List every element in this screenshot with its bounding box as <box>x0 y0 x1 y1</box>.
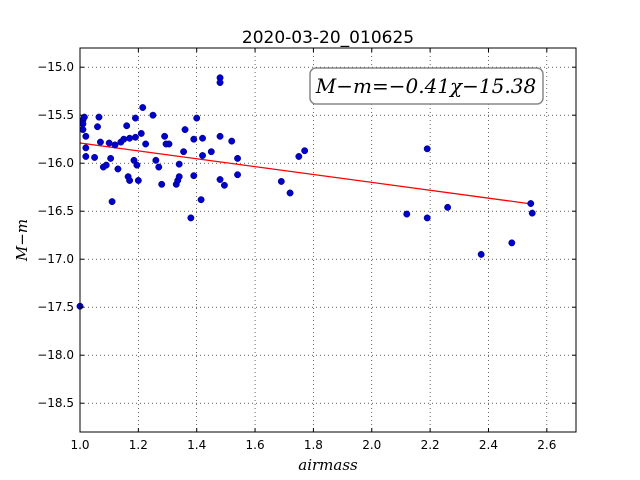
x-tick-label: 1.6 <box>246 438 265 452</box>
data-point <box>123 122 131 130</box>
data-point <box>108 198 116 206</box>
data-point <box>175 173 183 181</box>
data-point <box>107 154 115 162</box>
data-point <box>94 123 101 131</box>
fit-equation: M−m=−0.41χ−15.38 <box>315 74 536 98</box>
data-point <box>277 177 285 185</box>
data-point <box>286 189 294 197</box>
x-tick-label: 1.4 <box>187 438 206 452</box>
data-point <box>95 113 103 121</box>
equation-box <box>309 67 544 105</box>
data-point <box>126 134 134 142</box>
y-tick-label: −18.5 <box>37 396 74 410</box>
data-point <box>181 126 189 134</box>
data-point <box>527 200 535 207</box>
data-point <box>133 161 141 169</box>
data-point <box>199 152 206 159</box>
data-point <box>131 133 139 141</box>
data-point <box>216 79 224 87</box>
data-point <box>161 132 169 140</box>
data-point <box>165 140 173 148</box>
data-point <box>137 129 145 137</box>
x-tick-label: 2.6 <box>537 438 556 452</box>
fit-line <box>79 142 531 205</box>
data-point <box>175 160 183 168</box>
x-axis-ticks: 1.0 1.2 1.4 1.6 1.8 2.0 2.2 2.4 2.6 <box>70 48 556 452</box>
data-point <box>149 111 157 119</box>
data-point <box>403 210 411 218</box>
y-tick-label: −18.0 <box>37 348 74 362</box>
data-point <box>114 165 122 173</box>
x-tick-label: 1.2 <box>129 438 148 452</box>
data-point <box>301 147 309 155</box>
x-tick-label: 2.2 <box>421 438 440 452</box>
data-point <box>82 132 90 140</box>
data-point <box>105 139 113 147</box>
data-point <box>120 135 128 143</box>
data-point <box>423 145 431 153</box>
data-point <box>158 180 166 188</box>
y-axis-label: M−m <box>13 219 31 262</box>
data-point <box>190 172 198 180</box>
plot-frame <box>79 47 577 433</box>
y-tick-label: −17.0 <box>37 252 74 266</box>
data-point <box>82 144 90 152</box>
data-point <box>142 140 150 148</box>
data-point <box>508 239 516 247</box>
data-point <box>234 154 242 162</box>
data-point <box>234 171 242 179</box>
data-point <box>477 250 485 258</box>
data-point <box>190 135 198 143</box>
data-point <box>528 209 536 217</box>
data-point <box>96 138 104 146</box>
x-tick-label: 1.0 <box>70 438 89 452</box>
data-point <box>220 181 228 189</box>
data-point <box>134 177 142 184</box>
y-tick-label: −16.5 <box>37 204 74 218</box>
data-point <box>111 141 119 149</box>
x-tick-label: 2.4 <box>479 438 498 452</box>
x-tick-label: 2.0 <box>362 438 381 452</box>
regression-line <box>79 142 531 205</box>
x-tick-label: 1.8 <box>304 438 323 452</box>
data-point <box>295 153 303 160</box>
data-point <box>423 214 431 222</box>
data-point <box>79 126 87 134</box>
data-point <box>197 196 205 204</box>
data-point <box>152 156 160 164</box>
y-tick-label: −17.5 <box>37 300 74 314</box>
data-point <box>193 114 201 122</box>
data-point <box>155 163 163 171</box>
data-point <box>207 148 215 156</box>
grid <box>79 48 576 432</box>
y-tick-label: −16.0 <box>37 156 74 170</box>
y-axis-ticks: −15.0 −15.5 −16.0 −16.5 −17.0 −17.5 −18.0 −18.5 <box>37 60 576 410</box>
x-axis-label: airmass <box>298 456 358 474</box>
chart-title: 2020-03-20_010625 <box>242 28 414 48</box>
data-points <box>76 74 536 310</box>
data-point <box>82 153 90 160</box>
y-tick-label: −15.5 <box>37 108 74 122</box>
data-point <box>216 176 224 183</box>
data-point <box>126 177 134 184</box>
data-point <box>228 137 236 145</box>
data-point <box>187 214 195 222</box>
data-point <box>91 153 99 161</box>
data-point <box>216 132 224 140</box>
data-point <box>139 104 147 111</box>
data-point <box>199 134 206 142</box>
y-tick-label: −15.0 <box>37 60 74 74</box>
data-point <box>102 161 110 169</box>
data-point <box>79 120 87 128</box>
data-point <box>180 148 188 156</box>
data-point <box>131 114 139 122</box>
data-point <box>444 203 452 211</box>
